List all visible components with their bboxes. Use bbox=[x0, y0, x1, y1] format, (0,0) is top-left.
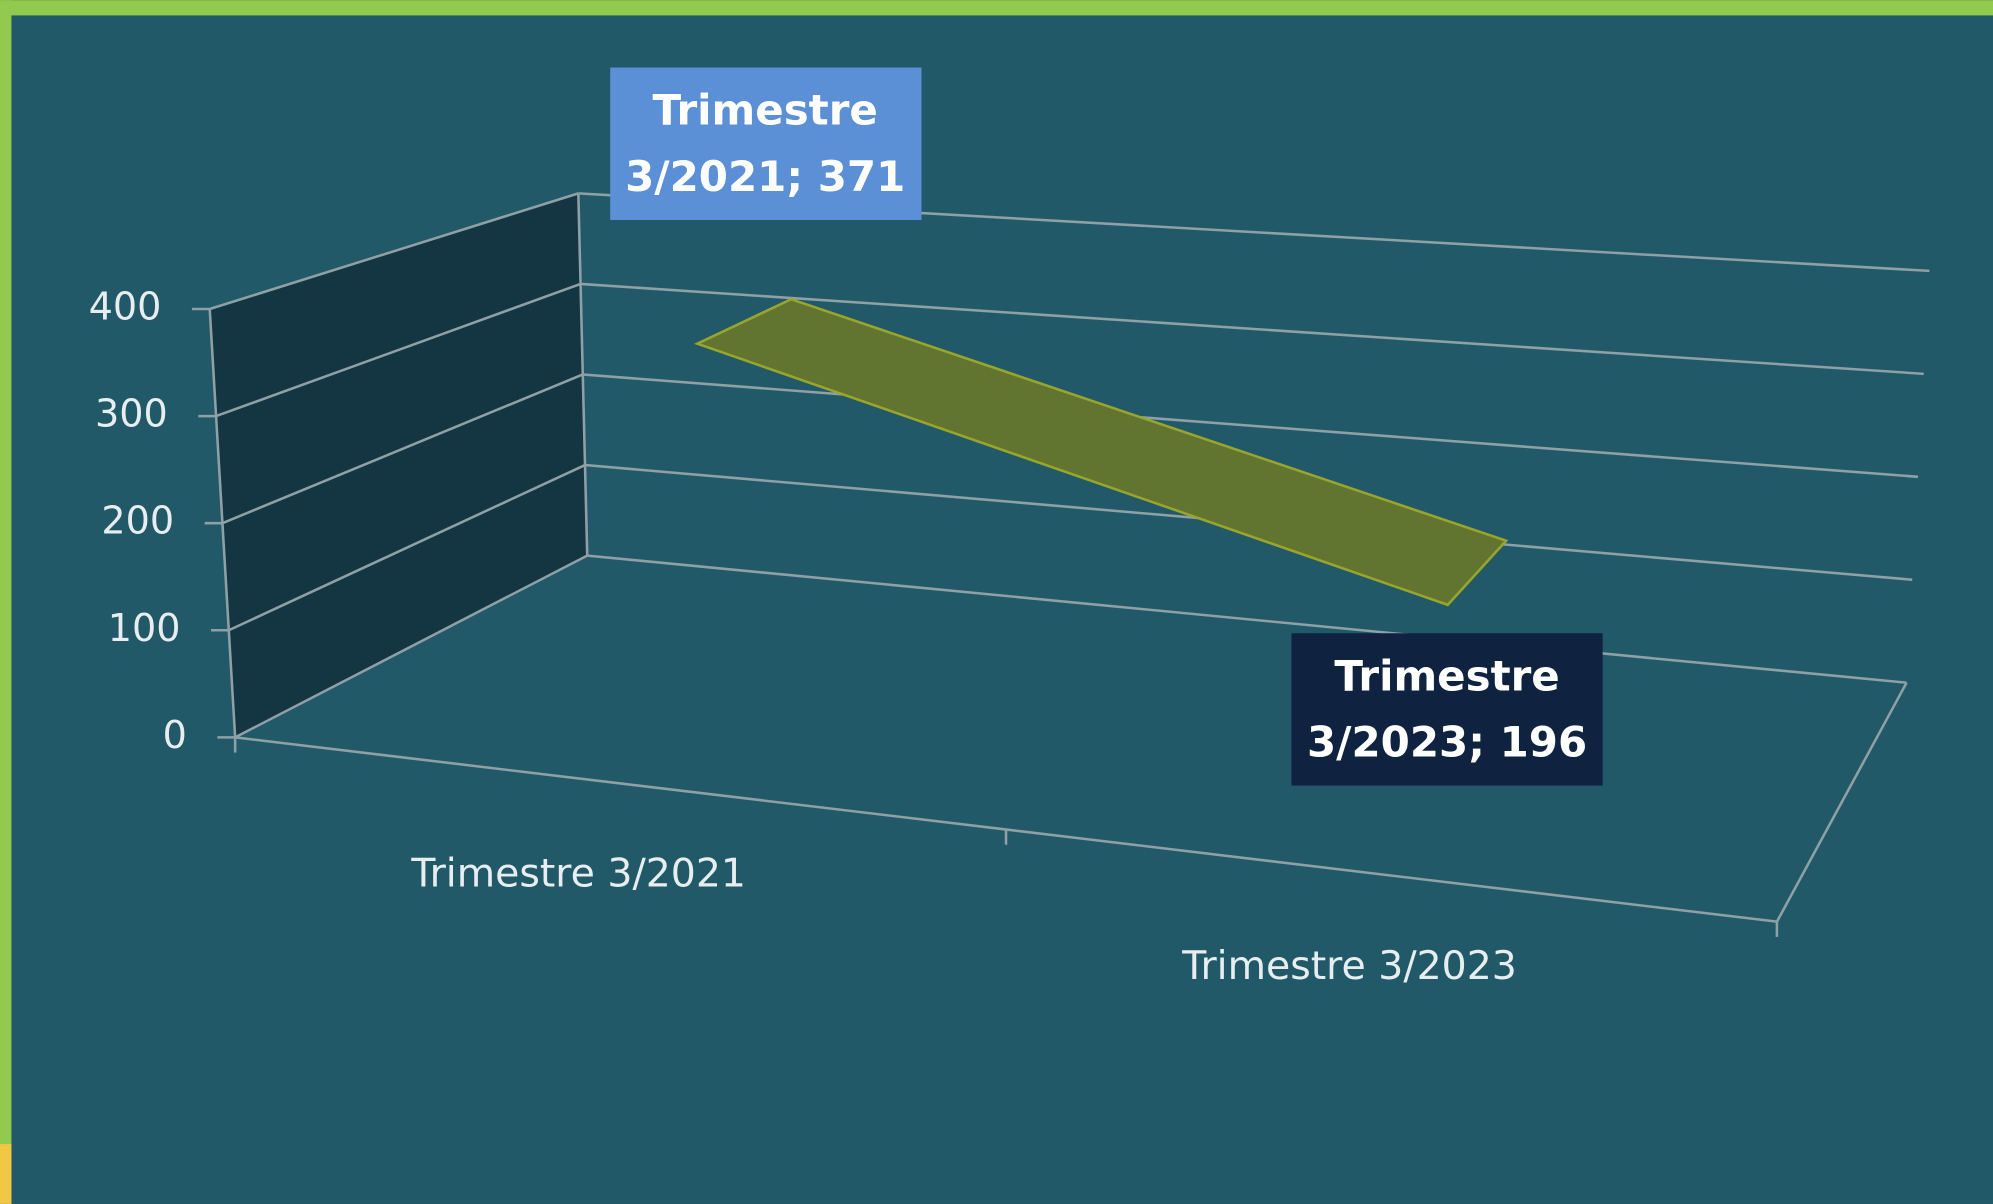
grid-line bbox=[215, 282, 581, 418]
y-tick-label: 200 bbox=[101, 499, 174, 543]
grid-line bbox=[209, 192, 579, 311]
y-tick-label: 400 bbox=[89, 285, 162, 329]
data-label-box: Trimestre 3/2021; 371 bbox=[609, 67, 921, 220]
data-label: Trimestre 3/2021; 371 bbox=[609, 67, 921, 220]
data-label-box: Trimestre 3/2023; 196 bbox=[1291, 632, 1603, 786]
grid-line bbox=[582, 373, 1919, 479]
corner-accent bbox=[0, 1144, 12, 1204]
y-tick-label: 100 bbox=[108, 606, 181, 650]
grid-line bbox=[228, 463, 586, 632]
grid-line bbox=[221, 373, 584, 525]
grid-line bbox=[234, 554, 588, 739]
line-ribbon bbox=[693, 297, 1509, 607]
grid-line bbox=[587, 554, 1907, 684]
y-tick-label: 300 bbox=[95, 392, 168, 436]
side-wall bbox=[209, 193, 588, 738]
x-tick-label: Trimestre 3/2021 bbox=[410, 851, 746, 897]
top-border bbox=[0, 0, 1993, 16]
left-border bbox=[0, 0, 12, 1204]
grid-line bbox=[580, 282, 1924, 376]
y-tick-label: 0 bbox=[163, 713, 187, 757]
data-label: Trimestre 3/2023; 196 bbox=[1291, 632, 1603, 786]
x-tick-label: Trimestre 3/2023 bbox=[1181, 943, 1517, 989]
